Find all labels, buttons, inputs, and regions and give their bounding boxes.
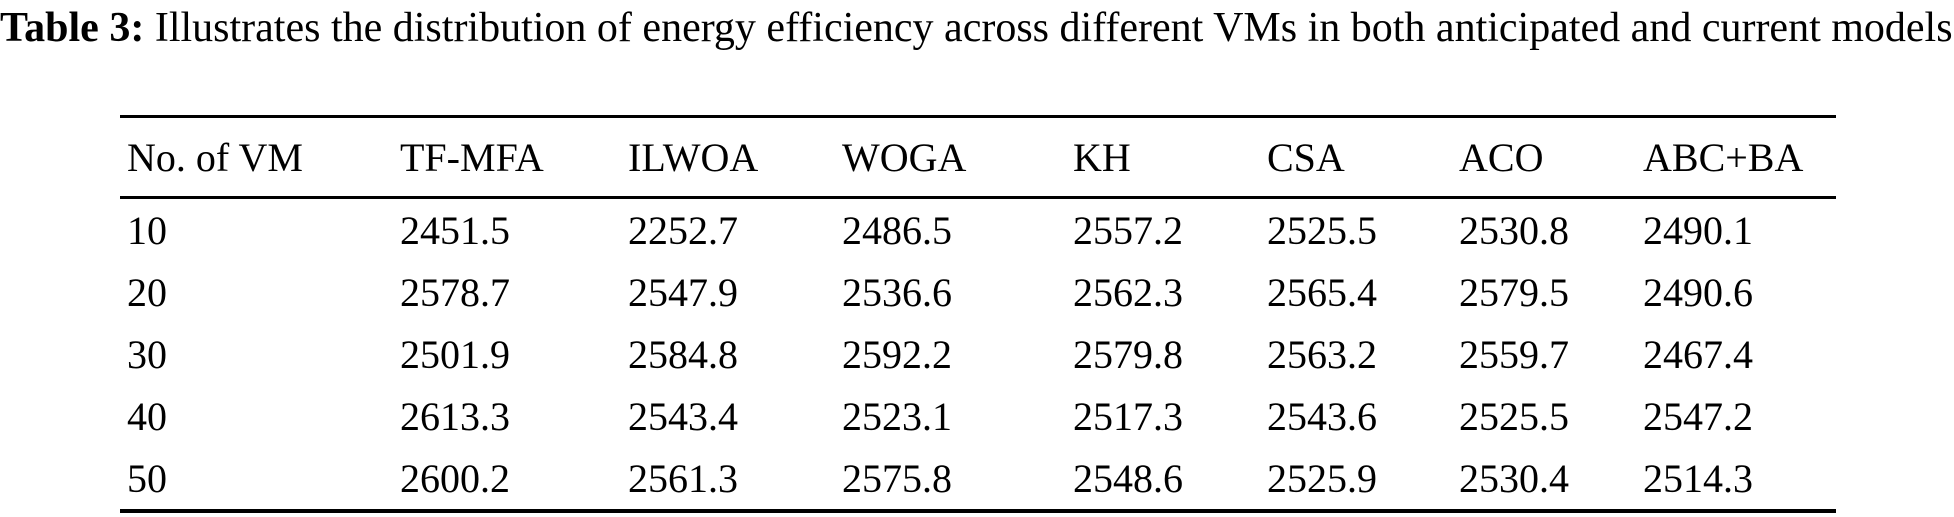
table-caption-text: Illustrates the distribution of energy e… bbox=[154, 5, 1953, 51]
table-cell: 2451.5 bbox=[400, 207, 510, 253]
table-cell: 2543.6 bbox=[1267, 393, 1377, 439]
table-cell: 2530.8 bbox=[1459, 207, 1569, 253]
table-caption: Table 3: Illustrates the distribution of… bbox=[0, 2, 1954, 54]
table-cell: 2557.2 bbox=[1073, 207, 1183, 253]
column-header: CSA bbox=[1260, 116, 1452, 199]
table-cell: 2536.6 bbox=[842, 269, 952, 315]
table-cell: 2579.5 bbox=[1459, 269, 1569, 315]
column-header: No. of VM bbox=[120, 116, 393, 199]
table-cell: 2525.9 bbox=[1267, 455, 1377, 501]
table-cell: 2543.4 bbox=[628, 393, 738, 439]
table-cell: 2252.7 bbox=[628, 207, 738, 253]
column-header: TF-MFA bbox=[393, 116, 621, 199]
column-header: KH bbox=[1066, 116, 1260, 199]
table-row: 20 2578.7 2547.9 2536.6 2562.3 2565.4 2579.5 24… bbox=[120, 261, 1836, 323]
column-header: WOGA bbox=[835, 116, 1066, 199]
table-cell: 2600.2 bbox=[400, 455, 510, 501]
column-header: ABC+BA bbox=[1636, 116, 1836, 199]
table-header-row: No. of VM TF-MFA ILWOA WOGA KH CSA ACO ABC+BA bbox=[120, 116, 1836, 199]
table-cell: 30 bbox=[127, 331, 167, 377]
table-cell: 2548.6 bbox=[1073, 455, 1183, 501]
table-cell: 2584.8 bbox=[628, 331, 738, 377]
table-cell: 2578.7 bbox=[400, 269, 510, 315]
table-row: 50 2600.2 2561.3 2575.8 2548.6 2525.9 2530.4 25… bbox=[120, 447, 1836, 511]
table-row: 30 2501.9 2584.8 2592.2 2579.8 2563.2 2559.7 24… bbox=[120, 323, 1836, 385]
table-cell: 2547.9 bbox=[628, 269, 738, 315]
table-cell: 2490.1 bbox=[1643, 207, 1753, 253]
table-header: No. of VM TF-MFA ILWOA WOGA KH CSA ACO ABC+BA bbox=[120, 116, 1836, 199]
table-cell: 2514.3 bbox=[1643, 455, 1753, 501]
table-cell: 2490.6 bbox=[1643, 269, 1753, 315]
table-body: 10 2451.5 2252.7 2486.5 2557.2 2525.5 2530.8 24… bbox=[120, 198, 1836, 512]
table-cell: 50 bbox=[127, 455, 167, 501]
table-cell: 2530.4 bbox=[1459, 455, 1569, 501]
table-cell: 2613.3 bbox=[400, 393, 510, 439]
table-cell: 2467.4 bbox=[1643, 331, 1753, 377]
table-row: 40 2613.3 2543.4 2523.1 2517.3 2543.6 2525.5 25… bbox=[120, 385, 1836, 447]
table-row: 10 2451.5 2252.7 2486.5 2557.2 2525.5 2530.8 24… bbox=[120, 198, 1836, 262]
table-cell: 2565.4 bbox=[1267, 269, 1377, 315]
table-cell: 2501.9 bbox=[400, 331, 510, 377]
table-cell: 2559.7 bbox=[1459, 331, 1569, 377]
table-cell: 2592.2 bbox=[842, 331, 952, 377]
table-cell: 2523.1 bbox=[842, 393, 952, 439]
table-cell: 2579.8 bbox=[1073, 331, 1183, 377]
table-cell: 2547.2 bbox=[1643, 393, 1753, 439]
table-cell: 2517.3 bbox=[1073, 393, 1183, 439]
table-cell: 20 bbox=[127, 269, 167, 315]
table-cell: 2575.8 bbox=[842, 455, 952, 501]
table-cell: 10 bbox=[127, 207, 167, 253]
table-cell: 2563.2 bbox=[1267, 331, 1377, 377]
energy-efficiency-table: No. of VM TF-MFA ILWOA WOGA KH CSA ACO ABC+BA 1… bbox=[120, 115, 1836, 513]
table-cell: 2561.3 bbox=[628, 455, 738, 501]
table-cell: 40 bbox=[127, 393, 167, 439]
column-header: ILWOA bbox=[621, 116, 835, 199]
table-cell: 2562.3 bbox=[1073, 269, 1183, 315]
table-cell: 2525.5 bbox=[1459, 393, 1569, 439]
table-cell: 2525.5 bbox=[1267, 207, 1377, 253]
table-caption-label: Table 3: bbox=[0, 5, 145, 51]
table-cell: 2486.5 bbox=[842, 207, 952, 253]
column-header: ACO bbox=[1452, 116, 1636, 199]
